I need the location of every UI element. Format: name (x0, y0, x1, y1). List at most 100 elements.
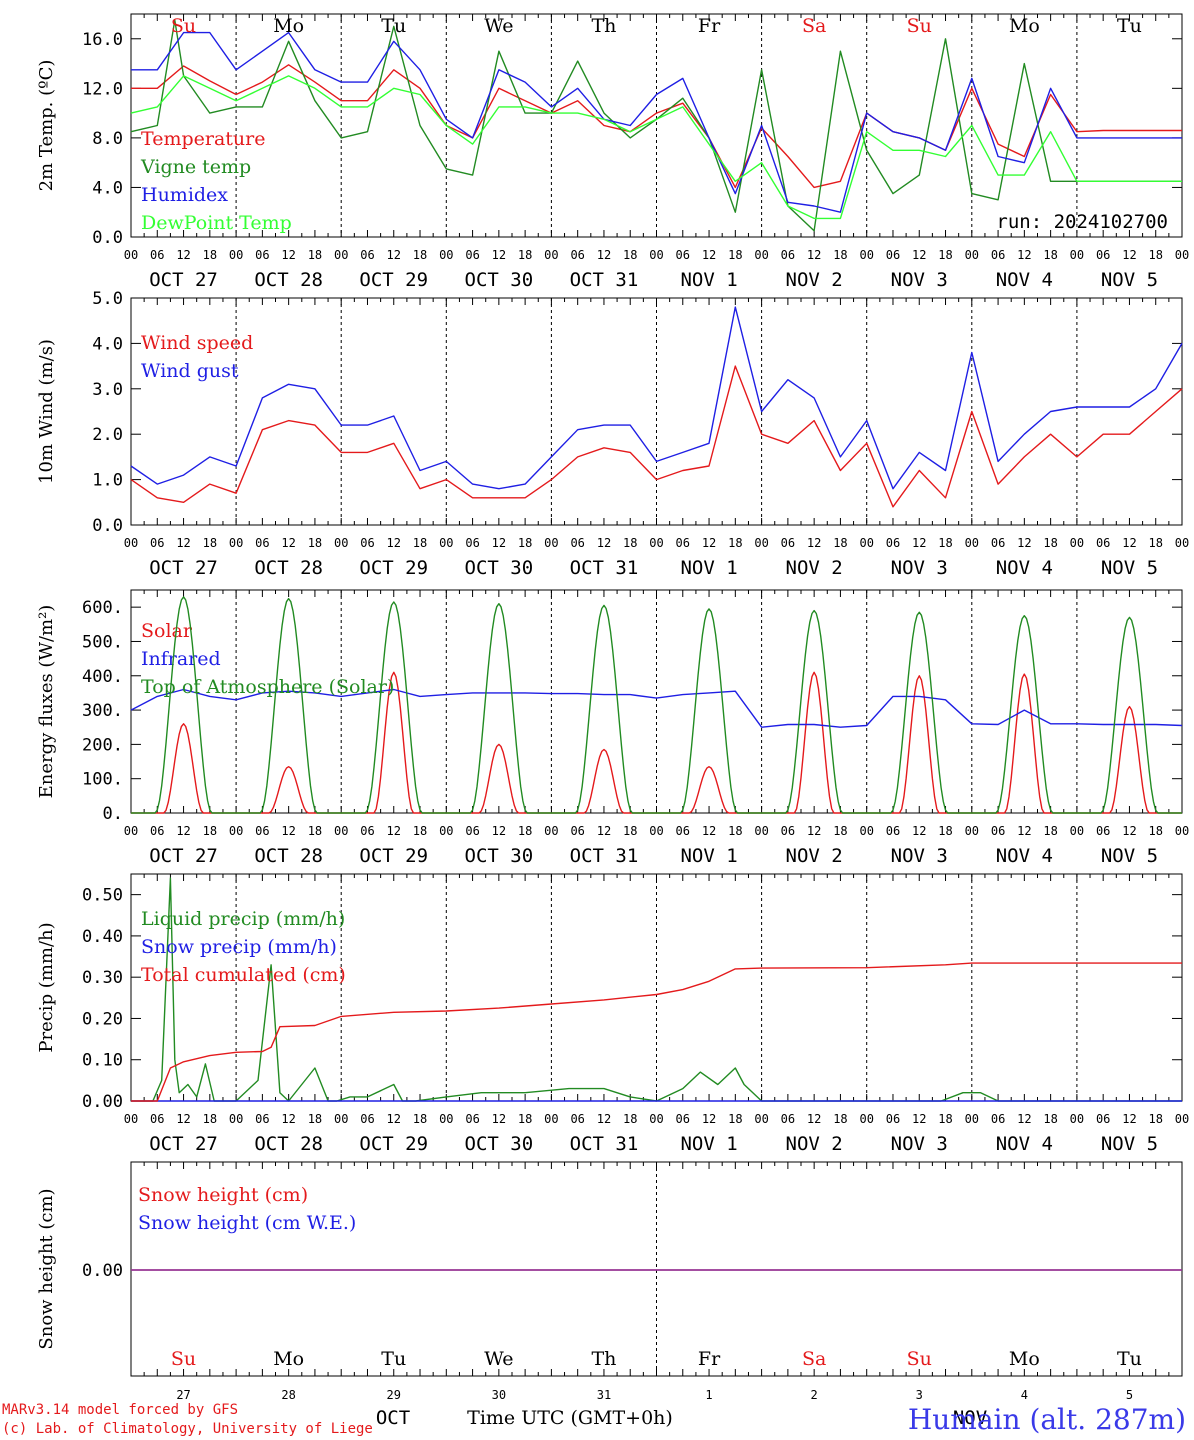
hour-label: 00 (754, 824, 768, 838)
date-label: NOV 3 (891, 1133, 948, 1155)
date-label: NOV 5 (1101, 269, 1158, 291)
hour-label: 18 (938, 824, 952, 838)
date-label: OCT 27 (149, 557, 218, 579)
hour-label: 12 (492, 248, 506, 262)
hour-label: 18 (518, 1112, 532, 1126)
hour-label: 00 (1175, 824, 1189, 838)
hour-label: 18 (203, 824, 217, 838)
hour-label: 12 (387, 824, 401, 838)
date-label: NOV 3 (891, 557, 948, 579)
date-label: OCT 31 (570, 1133, 639, 1155)
hour-label: 12 (1017, 824, 1031, 838)
date-label: OCT 27 (149, 269, 218, 291)
y-tick-label: 5.0 (92, 289, 123, 309)
hour-label: 18 (1148, 824, 1162, 838)
weekday-label: Mo (1009, 1348, 1040, 1370)
hour-label: 00 (334, 248, 348, 262)
date-label: OCT 29 (359, 845, 428, 867)
hour-label: 00 (649, 824, 663, 838)
y-tick-label: 600. (82, 598, 123, 618)
hour-label: 12 (597, 824, 611, 838)
hour-label: 00 (649, 1112, 663, 1126)
hour-label: 18 (728, 824, 742, 838)
series-humidex (131, 31, 1182, 213)
hour-label: 18 (203, 1112, 217, 1126)
hour-label: 18 (1043, 536, 1057, 550)
hour-label: 18 (623, 824, 637, 838)
hour-label: 06 (150, 248, 164, 262)
date-label: OCT 31 (570, 269, 639, 291)
hour-label: 18 (938, 536, 952, 550)
y-tick-label: 0.0 (92, 516, 123, 536)
legend-solar: Solar (141, 620, 193, 642)
hour-label: 06 (1096, 248, 1110, 262)
date-label: NOV 1 (680, 845, 737, 867)
hour-label: 12 (176, 1112, 190, 1126)
hour-label: 12 (597, 1112, 611, 1126)
y-tick-label: 0.00 (82, 1261, 123, 1281)
hour-label: 00 (1070, 248, 1084, 262)
day-number-label: 28 (281, 1388, 295, 1402)
day-number-label: 1 (705, 1388, 712, 1402)
y-axis-title: Precip (mm/h) (36, 922, 57, 1052)
hour-label: 00 (124, 248, 138, 262)
hour-label: 18 (413, 536, 427, 550)
date-label: OCT 29 (359, 269, 428, 291)
weekday-label: Mo (1009, 15, 1040, 37)
day-number-label: 5 (1126, 1388, 1133, 1402)
hour-label: 18 (1043, 1112, 1057, 1126)
legend-snow-height-cm-w-e-: Snow height (cm W.E.) (138, 1212, 356, 1234)
hour-label: 18 (938, 1112, 952, 1126)
footer-model-credit: MARv3.14 model forced by GFS (2, 1402, 238, 1418)
hour-label: 12 (912, 824, 926, 838)
day-number-label: 4 (1021, 1388, 1028, 1402)
hour-label: 06 (1096, 1112, 1110, 1126)
hour-label: 00 (859, 536, 873, 550)
date-label: OCT 28 (254, 557, 323, 579)
hour-label: 12 (176, 824, 190, 838)
hour-label: 06 (781, 1112, 795, 1126)
hour-label: 18 (308, 536, 322, 550)
footer-month-nov: NOV (953, 1407, 987, 1429)
hour-label: 12 (1017, 1112, 1031, 1126)
hour-label: 00 (1175, 1112, 1189, 1126)
hour-label: 18 (1043, 248, 1057, 262)
legend-wind-gust: Wind gust (141, 360, 239, 382)
hour-label: 06 (1096, 536, 1110, 550)
hour-label: 06 (676, 248, 690, 262)
hour-label: 18 (833, 248, 847, 262)
hour-label: 06 (465, 1112, 479, 1126)
hour-label: 06 (1096, 824, 1110, 838)
hour-label: 06 (150, 824, 164, 838)
y-tick-label: 0.30 (82, 968, 123, 988)
hour-label: 00 (124, 1112, 138, 1126)
hour-label: 06 (570, 248, 584, 262)
y-tick-label: 0.40 (82, 927, 123, 947)
y-tick-label: 0.20 (82, 1009, 123, 1029)
hour-label: 00 (965, 824, 979, 838)
legend-dewpoint-temp: DewPoint Temp (141, 212, 292, 234)
y-axis-title: 2m Temp. (ºC) (36, 60, 57, 192)
date-label: NOV 4 (996, 845, 1053, 867)
hour-label: 00 (229, 1112, 243, 1126)
series-wind-speed (130, 365, 1183, 508)
hour-label: 00 (439, 536, 453, 550)
hour-label: 18 (518, 824, 532, 838)
hour-label: 18 (518, 248, 532, 262)
hour-label: 12 (1017, 536, 1031, 550)
weekday-label: Su (171, 15, 196, 37)
hour-label: 00 (439, 248, 453, 262)
date-label: OCT 30 (465, 1133, 534, 1155)
y-tick-label: 0.50 (82, 886, 123, 906)
hour-label: 00 (965, 1112, 979, 1126)
legend-top-of-atmosphere-solar-: Top of Atmosphere (Solar) (141, 676, 394, 698)
date-label: OCT 28 (254, 845, 323, 867)
hour-label: 12 (281, 824, 295, 838)
hour-label: 18 (833, 536, 847, 550)
hour-label: 06 (781, 248, 795, 262)
hour-label: 00 (544, 824, 558, 838)
date-label: OCT 28 (254, 269, 323, 291)
hour-label: 06 (570, 536, 584, 550)
date-label: NOV 3 (891, 845, 948, 867)
hour-label: 06 (360, 824, 374, 838)
